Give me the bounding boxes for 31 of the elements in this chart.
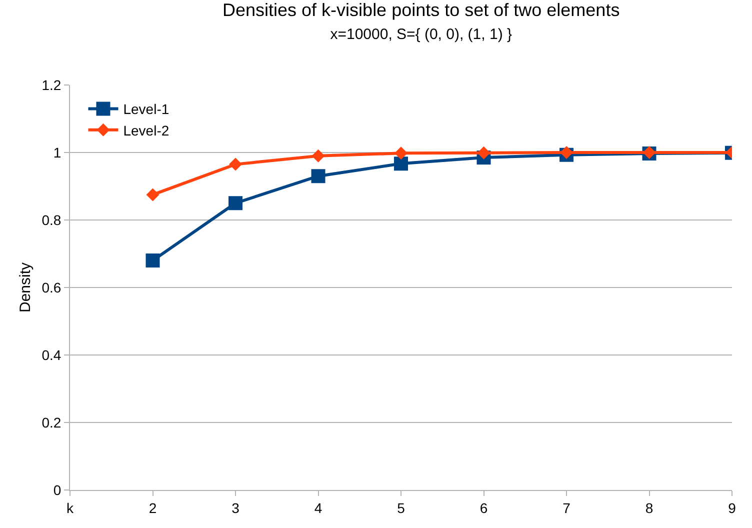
- point: [312, 149, 325, 162]
- x-tick-label: 5: [397, 500, 406, 516]
- y-tick-label: 0.6: [42, 279, 62, 296]
- x-tick-label: 2: [148, 500, 157, 516]
- x-tick-label: 6: [480, 500, 488, 516]
- x-tick-label: 9: [728, 500, 736, 516]
- chart-title: Densities of k-visible points to set of two elements: [222, 0, 620, 20]
- point: [146, 188, 160, 202]
- x-tick-label: k: [66, 500, 74, 516]
- x-tick-label: 4: [314, 500, 322, 516]
- point: [394, 156, 408, 171]
- point: [394, 146, 408, 160]
- legend-label: Level-2: [123, 122, 170, 138]
- y-tick-label: 0.4: [42, 346, 62, 363]
- point: [229, 158, 242, 171]
- point: [311, 169, 326, 184]
- point: [560, 146, 573, 159]
- y-tick-label: 0: [53, 482, 62, 498]
- point: [146, 254, 160, 268]
- y-tick-label: 1.2: [42, 76, 62, 93]
- y-tick-label: 1: [53, 144, 62, 160]
- y-tick-label: 0.8: [42, 212, 62, 228]
- y-tick-label: 0.2: [42, 414, 62, 430]
- chart-subtitle: x=10000, S={ (0, 0), (1, 1) }: [330, 26, 512, 44]
- point: [228, 196, 242, 210]
- point: [477, 146, 490, 160]
- x-tick-label: 8: [645, 500, 654, 516]
- x-tick-label: 7: [562, 500, 571, 516]
- x-tick-label: 3: [232, 500, 240, 516]
- legend-label: Level-1: [123, 101, 170, 118]
- y-axis-title: Density: [17, 262, 34, 313]
